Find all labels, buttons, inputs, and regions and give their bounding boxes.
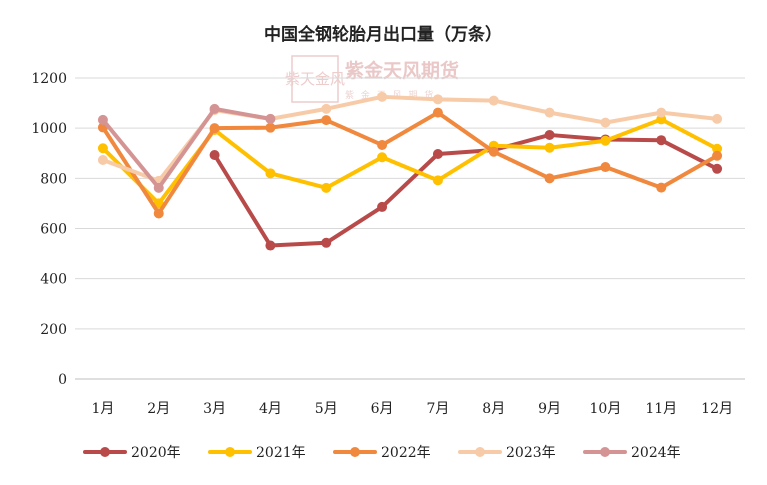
data-point [265, 122, 276, 133]
x-tick-label: 2月 [147, 401, 170, 417]
legend-item: 2021年 [208, 445, 306, 461]
legend-item: 2022年 [333, 445, 431, 461]
legend-swatch-marker [350, 447, 360, 457]
y-tick-label: 0 [58, 372, 67, 388]
x-tick-label: 11月 [645, 401, 677, 417]
data-point [209, 123, 220, 134]
data-point [712, 113, 723, 124]
y-tick-label: 400 [40, 272, 67, 288]
chart-title: 中国全钢轮胎月出口量（万条） [264, 24, 502, 45]
data-point [321, 103, 332, 114]
data-point [321, 182, 332, 193]
y-tick-label: 800 [40, 171, 67, 187]
data-point [488, 95, 499, 106]
data-point [377, 152, 388, 163]
x-tick-label: 6月 [371, 401, 394, 417]
data-point [97, 114, 108, 125]
data-point [544, 107, 555, 118]
legend-label: 2021年 [256, 445, 306, 461]
data-point [209, 103, 220, 114]
x-tick-label: 9月 [538, 401, 561, 417]
y-tick-label: 200 [40, 322, 67, 338]
data-point [656, 182, 667, 193]
data-point [544, 142, 555, 153]
legend-swatch-marker [600, 447, 610, 457]
series-4 [97, 103, 276, 193]
x-tick-label: 7月 [426, 401, 449, 417]
x-tick-label: 1月 [91, 401, 114, 417]
x-tick-label: 3月 [203, 401, 226, 417]
data-point [265, 113, 276, 124]
data-point [432, 94, 443, 105]
y-tick-label: 1000 [31, 121, 67, 137]
data-point [265, 168, 276, 179]
data-point [97, 155, 108, 166]
legend: 2020年 2021年 2022年 2023年 2024年 [83, 445, 681, 461]
data-point [209, 150, 220, 161]
series-lines [97, 91, 723, 251]
watermark: 紫天金风 紫金天风期货 紫 金 天 风 期 货 [285, 55, 459, 103]
data-point [600, 135, 611, 146]
data-point [377, 139, 388, 150]
legend-label: 2022年 [381, 445, 431, 461]
data-point [153, 208, 164, 219]
data-point [712, 150, 723, 161]
data-point [656, 135, 667, 146]
series-line [212, 132, 720, 248]
data-point [321, 115, 332, 126]
x-tick-label: 10月 [590, 401, 622, 417]
data-point [153, 198, 164, 209]
y-tick-label: 600 [40, 222, 67, 238]
data-point [321, 237, 332, 248]
data-point [712, 163, 723, 174]
x-tick-label: 12月 [701, 401, 733, 417]
data-point [97, 143, 108, 154]
data-point [432, 107, 443, 118]
series-line [100, 106, 273, 190]
series-2 [97, 107, 723, 219]
watermark-text: 紫金天风期货 [345, 59, 459, 82]
watermark-logo-text: 紫天金风 [285, 70, 345, 88]
data-point [377, 201, 388, 212]
data-point [544, 173, 555, 184]
legend-label: 2020年 [131, 445, 181, 461]
data-point [600, 162, 611, 173]
legend-item: 2020年 [83, 445, 181, 461]
legend-label: 2024年 [631, 445, 681, 461]
data-point [265, 240, 276, 251]
watermark-logo-frame [291, 55, 339, 103]
data-point [432, 175, 443, 186]
legend-swatch-marker [225, 447, 235, 457]
data-point [656, 107, 667, 118]
legend-item: 2024年 [583, 445, 681, 461]
y-tick-label: 1200 [31, 71, 67, 87]
legend-swatch-marker [100, 447, 110, 457]
x-tick-label: 5月 [315, 401, 338, 417]
data-point [432, 149, 443, 160]
series-line [100, 110, 720, 216]
data-point [153, 182, 164, 193]
legend-label: 2023年 [506, 445, 556, 461]
x-tick-label: 8月 [482, 401, 505, 417]
y-axis-ticks: 0 200 400 600 800 1000 1200 [31, 71, 67, 388]
legend-swatch-marker [475, 447, 485, 457]
data-point [488, 146, 499, 157]
data-point [712, 143, 723, 154]
series-0 [209, 129, 723, 251]
data-point [544, 129, 555, 140]
data-point [377, 91, 388, 102]
legend-item: 2023年 [458, 445, 556, 461]
x-axis-ticks: 1月 2月 3月 4月 5月 6月 7月 8月 9月 10月 11月 12月 [91, 401, 733, 417]
data-point [600, 117, 611, 128]
x-tick-label: 4月 [259, 401, 282, 417]
